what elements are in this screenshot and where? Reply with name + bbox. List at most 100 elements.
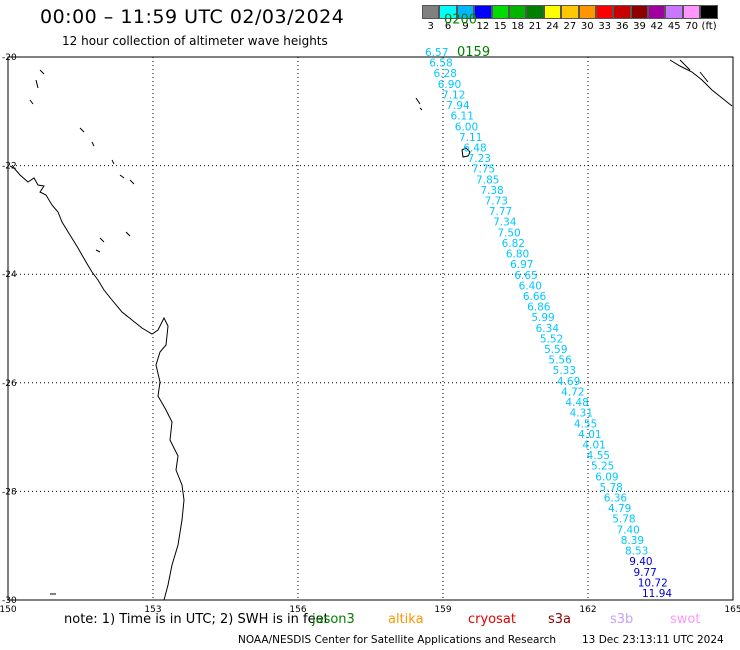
swh-value: 9.40 (629, 556, 652, 568)
legend-label: 6 (444, 21, 452, 32)
legend-swatch (578, 5, 596, 19)
swh-value: 6.09 (595, 471, 618, 483)
swh-value: 6.80 (506, 249, 529, 261)
swh-value: 5.59 (544, 344, 567, 356)
swh-value: 4.01 (578, 429, 601, 441)
island (99, 237, 105, 243)
color-legend: 3 6 9 12 15 18 21 24 27 30 33 36 39 42 45 70 (ft) (422, 5, 718, 33)
legend-swatch (456, 5, 475, 19)
legend-label: 24 (546, 21, 559, 32)
swh-value: 9.77 (633, 567, 656, 579)
lon-label: 156 (289, 605, 306, 615)
lon-label: 165 (724, 605, 740, 615)
swh-value: 7.23 (468, 153, 491, 165)
swh-value: 5.78 (612, 514, 635, 526)
legend-label: 33 (598, 21, 612, 32)
coastline (669, 59, 733, 107)
swh-value: 5.78 (599, 482, 622, 494)
swh-value: 7.50 (497, 227, 520, 239)
legend-label: 70 (685, 21, 699, 32)
island (125, 231, 131, 237)
legend-swatch (474, 5, 492, 19)
swh-value: 7.11 (459, 132, 482, 144)
timestamp: 13 Dec 23:13:11 UTC 2024 (582, 634, 724, 646)
legend-label: (ft) (701, 21, 717, 32)
swh-value: 6.90 (438, 79, 461, 91)
satellite-swot: swot (670, 612, 701, 627)
legend-label: 39 (633, 21, 646, 32)
legend-label: 15 (493, 21, 507, 32)
swh-value: 5.52 (540, 333, 563, 345)
legend-label: 3 (427, 21, 434, 32)
island (91, 141, 95, 147)
time-label: 0159 (457, 45, 490, 60)
lat-label: -26 (2, 379, 17, 389)
swh-value: 6.36 (604, 493, 628, 505)
swh-value: 7.75 (472, 164, 495, 176)
satellite-s3b: s3b (610, 612, 634, 627)
swh-value: 7.94 (446, 100, 470, 112)
legend-label: 21 (528, 21, 542, 32)
legend-swatch (700, 5, 718, 19)
swh-value: 4.31 (570, 408, 593, 420)
swh-value: 6.00 (455, 121, 478, 133)
lat-label: -20 (2, 53, 17, 63)
swh-value: 6.97 (510, 259, 533, 271)
legend-swatches (422, 5, 718, 19)
island (39, 69, 45, 75)
island (111, 159, 115, 165)
satellite-altika: altika (388, 612, 424, 627)
legend-label: 30 (580, 21, 594, 32)
swh-value: 11.94 (642, 588, 672, 600)
legend-label: 9 (462, 21, 469, 32)
legend-swatch (595, 5, 614, 19)
swh-value: 6.82 (502, 238, 525, 250)
legend-swatch (508, 5, 527, 19)
swh-value: 4.72 (561, 386, 584, 398)
swh-value: 4.79 (608, 503, 631, 515)
legend-swatch (648, 5, 666, 19)
lon-label: 159 (434, 605, 451, 615)
swh-value: 7.85 (476, 174, 499, 186)
swh-value: 4.48 (565, 397, 588, 409)
lon-label: 153 (144, 605, 161, 615)
island (95, 249, 101, 253)
lat-label: -28 (2, 487, 17, 497)
island (35, 79, 39, 89)
lon-label: 162 (579, 605, 596, 615)
swh-value: 5.25 (591, 461, 614, 473)
swh-value: 7.40 (616, 524, 639, 536)
satellite-jason3: jason3 (312, 612, 355, 627)
legend-label: 18 (511, 21, 525, 32)
swh-value: 4.69 (557, 376, 580, 388)
legend-labels: 3 6 9 12 15 18 21 24 27 30 33 36 39 42 45 70 (ft) (422, 19, 718, 33)
swh-value: 7.77 (489, 206, 512, 218)
legend-label: 12 (476, 21, 490, 32)
island (79, 127, 85, 133)
legend-swatch (526, 5, 544, 19)
legend-swatch (682, 5, 701, 19)
swh-value: 6.58 (429, 58, 452, 70)
swh-value: 7.34 (493, 217, 517, 229)
lon-label: 150 (0, 605, 17, 615)
swh-value: 6.34 (536, 323, 560, 335)
credit-text: NOAA/NESDIS Center for Satellite Applica… (238, 634, 556, 646)
swh-value: 4.55 (587, 450, 610, 462)
swh-value: 6.57 (425, 47, 448, 59)
island (29, 99, 34, 105)
swh-value: 8.39 (621, 535, 644, 547)
time-label: 0200 (444, 13, 477, 28)
legend-swatch (422, 5, 440, 19)
swh-value: 8.53 (625, 546, 648, 558)
swh-value: 4.55 (574, 418, 597, 430)
swh-value: 7.73 (485, 196, 508, 208)
island (119, 174, 125, 179)
legend-swatch (543, 5, 562, 19)
swh-value: 5.56 (548, 355, 572, 367)
legend-swatch (665, 5, 683, 19)
map-subtitle: 12 hour collection of altimeter wave hei… (62, 34, 328, 48)
swh-value: 6.65 (514, 270, 537, 282)
legend-swatch (613, 5, 631, 19)
legend-swatch (561, 5, 579, 19)
